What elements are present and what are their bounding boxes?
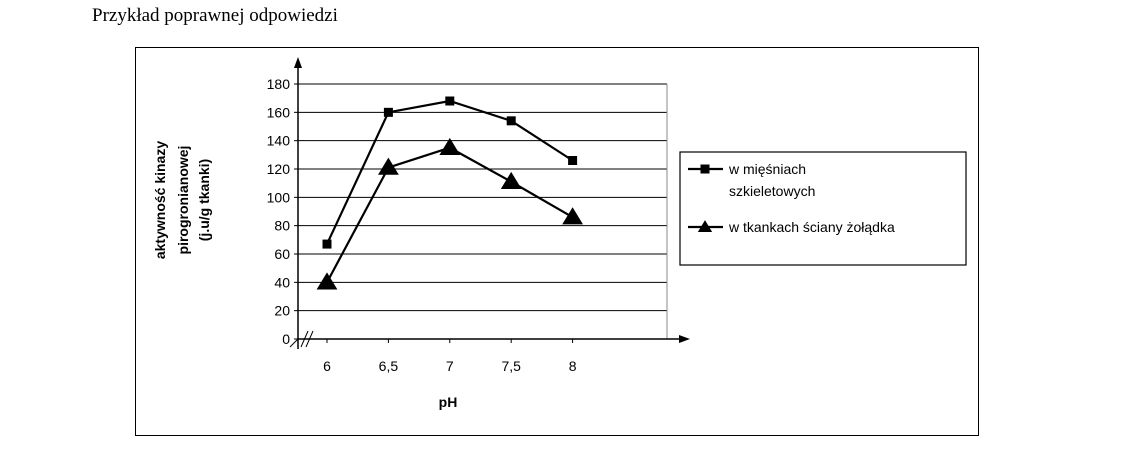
series-line-zoladek <box>326 146 574 283</box>
y-tick-label: 20 <box>274 303 290 319</box>
legend-marker-triangle <box>697 220 713 232</box>
data-point-triangle <box>562 207 583 225</box>
y-axis-label: pirogronianowej <box>175 146 191 255</box>
legend-marker-square <box>700 164 710 174</box>
legend-box <box>679 151 967 266</box>
x-tick-label: 8 <box>569 358 577 374</box>
axis-break-mark <box>305 330 314 348</box>
data-point-square <box>383 107 393 117</box>
y-tick-label: 40 <box>274 274 290 290</box>
series-line-miesnie <box>326 99 574 245</box>
y-tick-label: 100 <box>267 189 291 205</box>
y-tick-label: 120 <box>267 161 291 177</box>
data-point-square <box>506 116 516 126</box>
x-tick-label: 6,5 <box>379 358 399 374</box>
x-axis-arrow <box>679 335 690 343</box>
y-tick-label: 60 <box>274 246 290 262</box>
y-tick-label: 140 <box>267 133 291 149</box>
x-tick-label: 7 <box>446 358 454 374</box>
legend-label: szkieletowych <box>729 183 815 199</box>
axis-break-mark <box>300 330 309 348</box>
y-axis-label: aktywność kinazy <box>152 141 168 259</box>
data-point-triangle <box>439 137 461 155</box>
data-point-triangle <box>316 272 338 290</box>
x-axis-label: pH <box>439 394 458 410</box>
data-point-triangle <box>500 171 522 189</box>
data-point-square <box>568 156 578 165</box>
page-caption: Przykład poprawnej odpowiedzi <box>92 5 338 26</box>
data-point-triangle <box>378 157 399 175</box>
legend-label: w tkankach ściany żołądka <box>728 219 895 235</box>
y-axis-label: (j.u/g tkanki) <box>196 159 212 241</box>
y-tick-label: 180 <box>267 76 291 92</box>
axis-tail <box>289 338 299 348</box>
y-tick-label: 160 <box>267 104 291 120</box>
data-point-square <box>322 239 332 249</box>
chart-frame <box>135 47 979 436</box>
y-tick-label: 0 <box>282 331 290 347</box>
data-point-square <box>445 96 455 106</box>
legend-label: w mięśniach <box>728 161 806 177</box>
x-tick-label: 7,5 <box>501 358 521 374</box>
y-axis-arrow <box>294 57 302 68</box>
y-tick-label: 80 <box>274 218 290 234</box>
x-tick-label: 6 <box>323 358 331 374</box>
